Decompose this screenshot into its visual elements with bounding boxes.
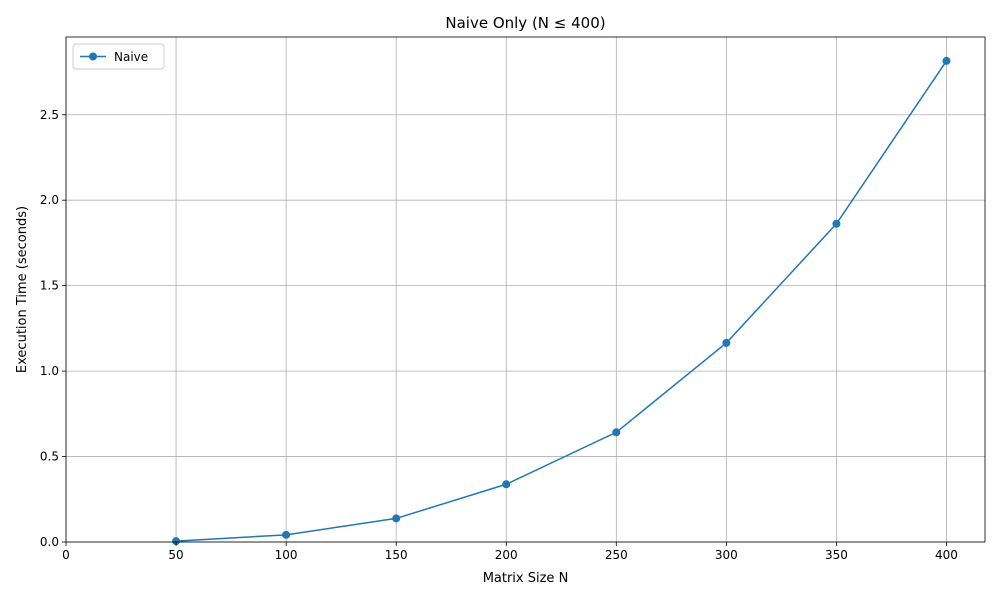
y-tick-label: 0.0: [40, 535, 59, 549]
data-point: [502, 480, 511, 489]
x-tick-label: 250: [605, 548, 628, 562]
x-tick-label: 350: [825, 548, 848, 562]
legend-box: [72, 43, 165, 70]
data-point: [942, 56, 951, 65]
legend: Naive: [72, 43, 165, 70]
x-tick-label: 150: [385, 548, 408, 562]
data-point: [392, 514, 401, 523]
series-layer: [172, 56, 951, 546]
y-tick-label: 0.5: [40, 450, 59, 464]
y-tick-label: 2.5: [40, 108, 59, 122]
chart-title: Naive Only (N ≤ 400): [445, 14, 605, 32]
y-axis-label: Execution Time (seconds): [15, 206, 30, 373]
data-point: [612, 428, 621, 437]
data-point: [832, 219, 841, 228]
x-axis-label: Matrix Size N: [483, 571, 569, 586]
x-tick-label: 200: [495, 548, 518, 562]
legend-label-naive: Naive: [114, 50, 148, 64]
axis-ticks: 0 50 100 150 200 250 300 350 400 0.0 0.5 1.0 1.5 2.0 2…: [40, 108, 958, 562]
data-point: [722, 338, 731, 347]
x-tick-label: 50: [168, 548, 183, 562]
x-tick-label: 100: [275, 548, 298, 562]
plot-frame: [65, 36, 986, 543]
y-tick-label: 2.0: [40, 193, 59, 207]
y-tick-label: 1.0: [40, 364, 59, 378]
data-point: [282, 530, 291, 539]
x-tick-label: 400: [935, 548, 958, 562]
legend-dot-marker: [89, 52, 97, 61]
series-line-naive: [176, 60, 948, 542]
grid: [65, 37, 985, 543]
x-tick-label: 300: [715, 548, 738, 562]
y-tick-label: 1.5: [40, 279, 59, 293]
data-point: [172, 537, 181, 546]
x-tick-label: 0: [62, 548, 70, 562]
